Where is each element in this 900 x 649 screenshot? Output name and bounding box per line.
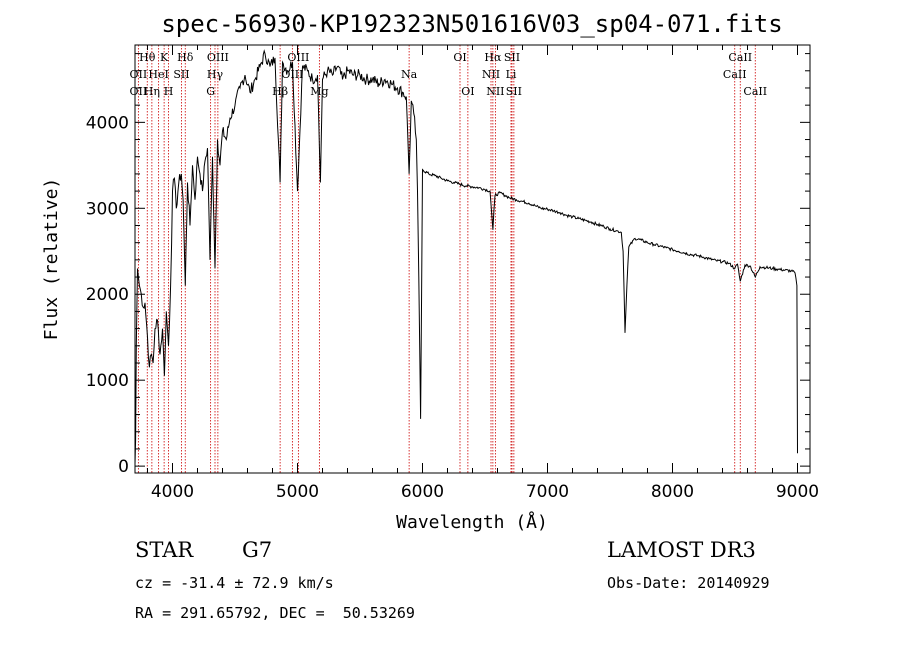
chart-title: spec-56930-KP192323N501616V03_sp04-071.f…	[161, 10, 782, 38]
object-subclass: G7	[242, 538, 273, 562]
x-tick-label: 6000	[401, 482, 444, 502]
spectral-line-label: OIII	[281, 68, 303, 81]
spectral-line-label: SII	[506, 85, 522, 98]
x-tick-label: 5000	[276, 482, 319, 502]
spectral-line-label: H	[164, 85, 174, 98]
spectral-line-label: NII	[486, 85, 504, 98]
object-class: STAR	[135, 538, 194, 562]
spectrum-series	[134, 49, 798, 465]
spectral-line-label: Li	[506, 68, 517, 81]
spectral-line-label: CaII	[743, 85, 767, 98]
spectral-line-label: K	[160, 51, 169, 64]
y-tick-label: 4000	[86, 113, 129, 133]
spectral-line-label: NII	[482, 68, 500, 81]
spectral-line-label: Hγ	[207, 68, 224, 81]
y-tick-label: 0	[118, 457, 129, 477]
spectral-line-label: OIII	[287, 51, 309, 64]
y-tick-label: 2000	[86, 285, 129, 305]
spectral-line-label: Mg	[310, 85, 328, 98]
y-axis-label: Flux (relative)	[41, 178, 62, 341]
coordinates-readout: RA = 291.65792, DEC = 50.53269	[135, 604, 415, 622]
spectral-line-label: Hα	[484, 51, 502, 64]
spectral-line-label: SII	[504, 51, 520, 64]
obs-date: Obs-Date: 20140929	[607, 574, 770, 592]
survey-name: LAMOST DR3	[607, 538, 756, 562]
spectral-line-label: Na	[401, 68, 418, 81]
spectral-line-label: HeI	[148, 68, 168, 81]
spectral-line-label: OIII	[207, 51, 229, 64]
spectral-line-label: OII	[130, 68, 148, 81]
spectral-line-label: Hβ	[272, 85, 288, 98]
spectral-line-label: Hθ	[139, 51, 156, 64]
spectral-line-markers	[137, 45, 756, 473]
x-tick-label: 7000	[526, 482, 569, 502]
x-tick-label: 8000	[651, 482, 694, 502]
y-tick-label: 3000	[86, 199, 129, 219]
spectral-line-label: Hη	[144, 85, 160, 98]
spectral-line-label: OII	[130, 85, 148, 98]
spectral-line-label: Hδ	[177, 51, 194, 64]
x-tick-label: 4000	[151, 482, 194, 502]
plot-frame	[134, 44, 811, 474]
axis-ticks: 4000 5000 6000 7000 8000 9000 0 1000 2000 3000 400…	[86, 45, 819, 502]
spectral-line-label: CaII	[723, 68, 747, 81]
x-tick-label: 9000	[776, 482, 819, 502]
spectral-line-label: SII	[173, 68, 189, 81]
spectral-line-label: OI	[461, 85, 474, 98]
y-tick-label: 1000	[86, 371, 129, 391]
spectral-line-label: CaII	[728, 51, 752, 64]
x-axis-label: Wavelength (Å)	[396, 511, 548, 533]
spectral-line-label: G	[206, 85, 215, 98]
redshift-readout: cz = -31.4 ± 72.9 km/s	[135, 574, 334, 592]
spectral-line-label: OI	[453, 51, 466, 64]
